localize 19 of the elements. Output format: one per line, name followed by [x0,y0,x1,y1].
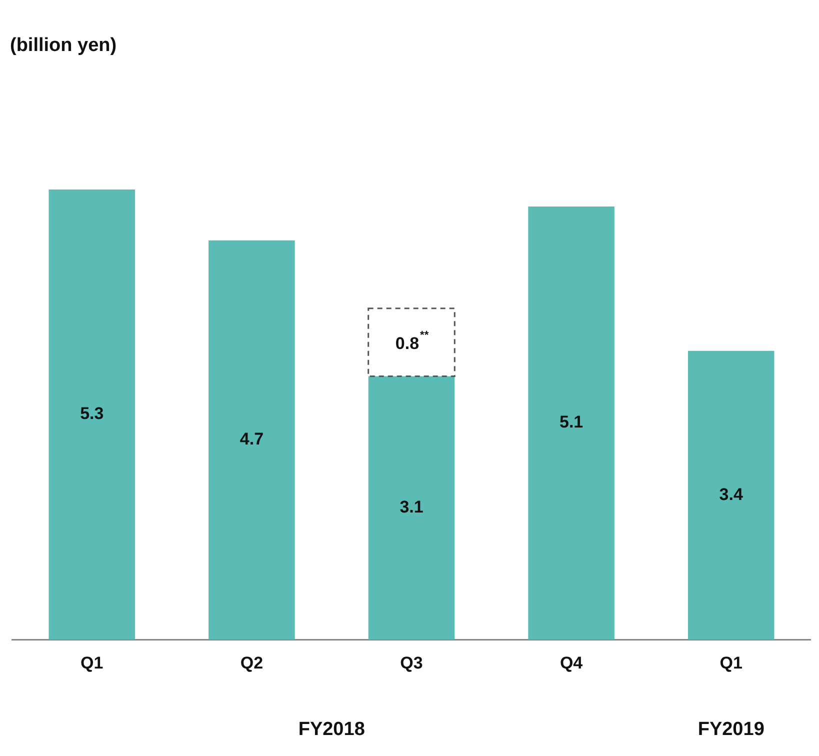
bar [48,189,136,640]
text: FY2018 [298,719,365,740]
x-tick-label: Q3 [400,653,423,672]
data-label: 3.1 [400,498,424,517]
bar [688,350,774,640]
data-label: 0.8** [395,329,430,354]
data-label: 5.1 [559,412,584,432]
data-label: 3.4 [719,484,744,504]
data-label: 5.3 [80,404,104,424]
bar [528,206,614,640]
bar [368,376,455,640]
x-tick-label: Q2 [240,653,264,672]
text: FY2019 [698,719,764,740]
chart-title: (billion yen) [10,35,117,56]
data-label: 4.7 [240,430,264,449]
x-tick-label: Q1 [720,653,742,672]
x-tick-label: Q1 [80,653,104,672]
x-tick-label: Q4 [560,653,584,672]
bar [208,240,295,640]
